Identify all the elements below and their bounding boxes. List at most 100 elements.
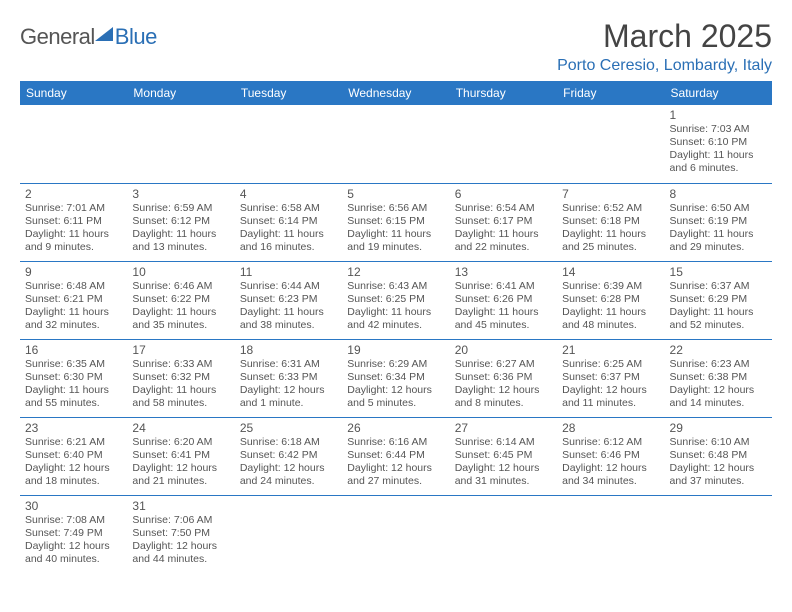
calendar-cell: 13Sunrise: 6:41 AMSunset: 6:26 PMDayligh… bbox=[450, 261, 557, 339]
sunrise-line: Sunrise: 6:16 AM bbox=[347, 436, 444, 449]
day-number: 20 bbox=[455, 343, 552, 357]
daylight-line: Daylight: 12 hours and 24 minutes. bbox=[240, 462, 337, 488]
logo: General Blue bbox=[20, 24, 157, 50]
daylight-line: Daylight: 11 hours and 35 minutes. bbox=[132, 306, 229, 332]
daylight-line: Daylight: 11 hours and 13 minutes. bbox=[132, 228, 229, 254]
daylight-line: Daylight: 11 hours and 58 minutes. bbox=[132, 384, 229, 410]
calendar-cell bbox=[342, 105, 449, 183]
day-number: 28 bbox=[562, 421, 659, 435]
sunrise-line: Sunrise: 6:21 AM bbox=[25, 436, 122, 449]
day-header: Tuesday bbox=[235, 81, 342, 105]
day-number: 15 bbox=[670, 265, 767, 279]
sunset-line: Sunset: 6:22 PM bbox=[132, 293, 229, 306]
sunset-line: Sunset: 6:26 PM bbox=[455, 293, 552, 306]
sunset-line: Sunset: 6:29 PM bbox=[670, 293, 767, 306]
daylight-line: Daylight: 11 hours and 19 minutes. bbox=[347, 228, 444, 254]
sunrise-line: Sunrise: 6:18 AM bbox=[240, 436, 337, 449]
day-number: 26 bbox=[347, 421, 444, 435]
sunset-line: Sunset: 6:15 PM bbox=[347, 215, 444, 228]
daylight-line: Daylight: 12 hours and 37 minutes. bbox=[670, 462, 767, 488]
sunset-line: Sunset: 6:46 PM bbox=[562, 449, 659, 462]
sunrise-line: Sunrise: 6:56 AM bbox=[347, 202, 444, 215]
calendar-row: 9Sunrise: 6:48 AMSunset: 6:21 PMDaylight… bbox=[20, 261, 772, 339]
calendar-cell: 27Sunrise: 6:14 AMSunset: 6:45 PMDayligh… bbox=[450, 417, 557, 495]
calendar-cell: 29Sunrise: 6:10 AMSunset: 6:48 PMDayligh… bbox=[665, 417, 772, 495]
sunset-line: Sunset: 6:45 PM bbox=[455, 449, 552, 462]
daylight-line: Daylight: 11 hours and 9 minutes. bbox=[25, 228, 122, 254]
sunrise-line: Sunrise: 6:43 AM bbox=[347, 280, 444, 293]
calendar-header-row: Sunday Monday Tuesday Wednesday Thursday… bbox=[20, 81, 772, 105]
calendar-cell bbox=[127, 105, 234, 183]
sunrise-line: Sunrise: 7:08 AM bbox=[25, 514, 122, 527]
daylight-line: Daylight: 12 hours and 8 minutes. bbox=[455, 384, 552, 410]
daylight-line: Daylight: 12 hours and 14 minutes. bbox=[670, 384, 767, 410]
calendar-cell: 23Sunrise: 6:21 AMSunset: 6:40 PMDayligh… bbox=[20, 417, 127, 495]
calendar-cell: 2Sunrise: 7:01 AMSunset: 6:11 PMDaylight… bbox=[20, 183, 127, 261]
calendar-cell: 21Sunrise: 6:25 AMSunset: 6:37 PMDayligh… bbox=[557, 339, 664, 417]
daylight-line: Daylight: 12 hours and 34 minutes. bbox=[562, 462, 659, 488]
day-number: 29 bbox=[670, 421, 767, 435]
sunrise-line: Sunrise: 6:29 AM bbox=[347, 358, 444, 371]
sunrise-line: Sunrise: 6:52 AM bbox=[562, 202, 659, 215]
sunrise-line: Sunrise: 6:27 AM bbox=[455, 358, 552, 371]
calendar-cell: 4Sunrise: 6:58 AMSunset: 6:14 PMDaylight… bbox=[235, 183, 342, 261]
sunrise-line: Sunrise: 6:23 AM bbox=[670, 358, 767, 371]
day-number: 10 bbox=[132, 265, 229, 279]
day-number: 3 bbox=[132, 187, 229, 201]
calendar-cell bbox=[557, 495, 664, 573]
sunrise-line: Sunrise: 6:31 AM bbox=[240, 358, 337, 371]
calendar-row: 23Sunrise: 6:21 AMSunset: 6:40 PMDayligh… bbox=[20, 417, 772, 495]
sunrise-line: Sunrise: 6:37 AM bbox=[670, 280, 767, 293]
sunset-line: Sunset: 6:23 PM bbox=[240, 293, 337, 306]
calendar-cell: 5Sunrise: 6:56 AMSunset: 6:15 PMDaylight… bbox=[342, 183, 449, 261]
calendar-cell bbox=[665, 495, 772, 573]
sunrise-line: Sunrise: 6:41 AM bbox=[455, 280, 552, 293]
sunrise-line: Sunrise: 6:58 AM bbox=[240, 202, 337, 215]
sunset-line: Sunset: 7:50 PM bbox=[132, 527, 229, 540]
day-header: Sunday bbox=[20, 81, 127, 105]
day-number: 30 bbox=[25, 499, 122, 513]
day-number: 31 bbox=[132, 499, 229, 513]
daylight-line: Daylight: 12 hours and 21 minutes. bbox=[132, 462, 229, 488]
day-number: 21 bbox=[562, 343, 659, 357]
sunset-line: Sunset: 6:18 PM bbox=[562, 215, 659, 228]
calendar-cell bbox=[235, 495, 342, 573]
calendar-cell bbox=[450, 105, 557, 183]
sunset-line: Sunset: 6:14 PM bbox=[240, 215, 337, 228]
sunrise-line: Sunrise: 6:25 AM bbox=[562, 358, 659, 371]
day-number: 27 bbox=[455, 421, 552, 435]
day-number: 16 bbox=[25, 343, 122, 357]
day-number: 24 bbox=[132, 421, 229, 435]
sunrise-line: Sunrise: 6:46 AM bbox=[132, 280, 229, 293]
day-number: 23 bbox=[25, 421, 122, 435]
calendar-row: 30Sunrise: 7:08 AMSunset: 7:49 PMDayligh… bbox=[20, 495, 772, 573]
sunset-line: Sunset: 6:32 PM bbox=[132, 371, 229, 384]
calendar-cell: 14Sunrise: 6:39 AMSunset: 6:28 PMDayligh… bbox=[557, 261, 664, 339]
sunrise-line: Sunrise: 7:03 AM bbox=[670, 123, 767, 136]
calendar-cell bbox=[235, 105, 342, 183]
daylight-line: Daylight: 11 hours and 6 minutes. bbox=[670, 149, 767, 175]
day-number: 18 bbox=[240, 343, 337, 357]
calendar-cell: 22Sunrise: 6:23 AMSunset: 6:38 PMDayligh… bbox=[665, 339, 772, 417]
day-number: 2 bbox=[25, 187, 122, 201]
day-number: 5 bbox=[347, 187, 444, 201]
calendar-cell: 12Sunrise: 6:43 AMSunset: 6:25 PMDayligh… bbox=[342, 261, 449, 339]
header: General Blue March 2025 Porto Ceresio, L… bbox=[20, 18, 772, 75]
sunset-line: Sunset: 6:10 PM bbox=[670, 136, 767, 149]
daylight-line: Daylight: 11 hours and 16 minutes. bbox=[240, 228, 337, 254]
sunrise-line: Sunrise: 6:50 AM bbox=[670, 202, 767, 215]
sunrise-line: Sunrise: 6:33 AM bbox=[132, 358, 229, 371]
calendar-cell: 10Sunrise: 6:46 AMSunset: 6:22 PMDayligh… bbox=[127, 261, 234, 339]
title-block: March 2025 Porto Ceresio, Lombardy, Ital… bbox=[557, 18, 772, 75]
logo-text-general: General bbox=[20, 24, 95, 50]
daylight-line: Daylight: 11 hours and 22 minutes. bbox=[455, 228, 552, 254]
sunrise-line: Sunrise: 6:59 AM bbox=[132, 202, 229, 215]
day-header: Thursday bbox=[450, 81, 557, 105]
daylight-line: Daylight: 11 hours and 29 minutes. bbox=[670, 228, 767, 254]
daylight-line: Daylight: 11 hours and 32 minutes. bbox=[25, 306, 122, 332]
daylight-line: Daylight: 11 hours and 45 minutes. bbox=[455, 306, 552, 332]
day-header: Saturday bbox=[665, 81, 772, 105]
month-title: March 2025 bbox=[557, 18, 772, 55]
calendar-row: 2Sunrise: 7:01 AMSunset: 6:11 PMDaylight… bbox=[20, 183, 772, 261]
day-number: 25 bbox=[240, 421, 337, 435]
